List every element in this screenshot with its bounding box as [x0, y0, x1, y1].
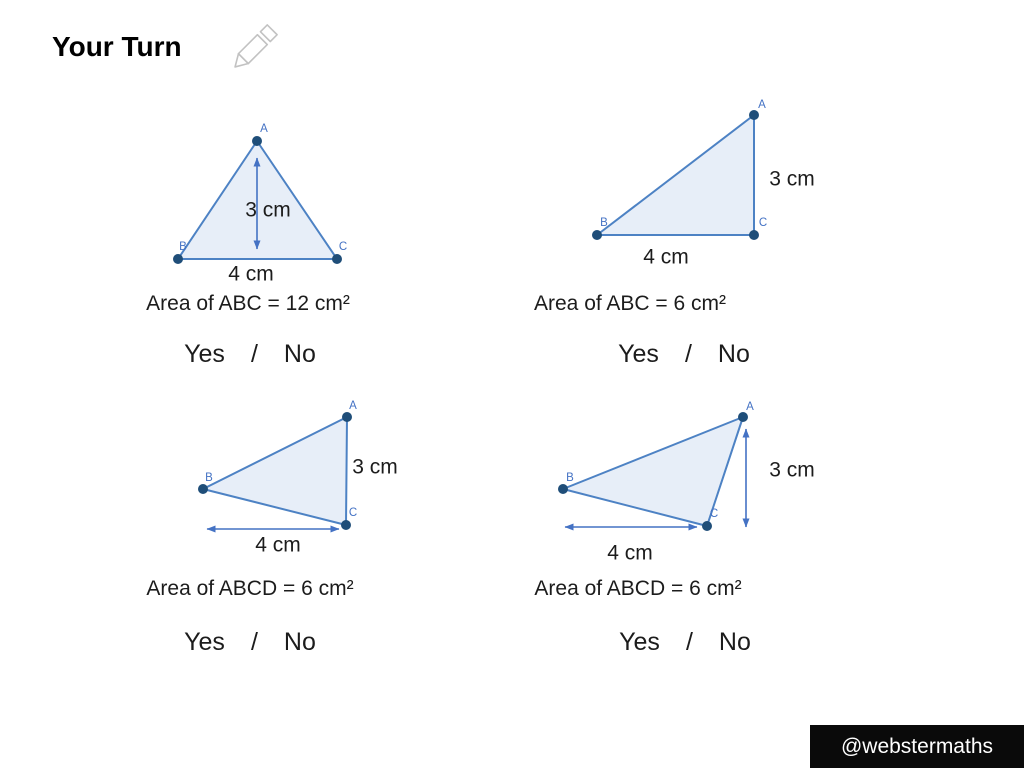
answer-row: Yes / No: [564, 340, 804, 369]
dimension-label: 3 cm: [245, 198, 291, 222]
vertex-dot-B: [592, 230, 602, 240]
answer-row: Yes / No: [130, 628, 370, 657]
yes-option[interactable]: Yes: [618, 340, 659, 368]
yes-option[interactable]: Yes: [184, 340, 225, 368]
answer-row: Yes / No: [130, 340, 370, 369]
vertex-dot-C: [341, 520, 351, 530]
triangle-bottom-left: A B C: [198, 400, 357, 533]
dimension-label: 4 cm: [228, 262, 274, 286]
answer-slash: /: [685, 628, 693, 656]
vertex-dot-B: [558, 484, 568, 494]
vertex-label-B: B: [566, 472, 574, 484]
pencil-body: [237, 33, 269, 65]
page-title: Your Turn: [52, 31, 182, 62]
vertex-dot-A: [738, 412, 748, 422]
triangle-shape: [562, 416, 744, 527]
area-statement: Area of ABC = 6 cm²: [534, 292, 726, 315]
no-option[interactable]: No: [283, 628, 316, 656]
dimension-label: 4 cm: [643, 245, 689, 269]
triangle-top-left: A B C: [173, 123, 347, 264]
vertex-label-A: A: [260, 123, 268, 135]
vertex-label-C: C: [710, 508, 718, 520]
area-statement: Area of ABC = 12 cm²: [146, 292, 350, 315]
vertex-dot-C: [702, 521, 712, 531]
no-option[interactable]: No: [283, 340, 316, 368]
vertex-label-B: B: [205, 472, 213, 484]
triangle-shape: [202, 416, 348, 526]
dimension-label: 3 cm: [769, 458, 815, 482]
dimension-label: 3 cm: [352, 455, 398, 479]
triangle-bottom-right: A B C: [558, 401, 754, 531]
watermark-handle: @webstermaths: [810, 725, 1024, 768]
answer-slash: /: [250, 340, 258, 368]
yes-option[interactable]: Yes: [184, 628, 225, 656]
triangle-top-right: A B C: [592, 99, 767, 240]
vertex-dot-C: [332, 254, 342, 264]
area-statement: Area of ABCD = 6 cm²: [146, 577, 354, 600]
pencil-eraser: [259, 24, 278, 43]
no-option[interactable]: No: [718, 628, 751, 656]
answer-slash: /: [684, 340, 692, 368]
dimension-label: 4 cm: [255, 533, 301, 557]
area-statement: Area of ABCD = 6 cm²: [534, 577, 742, 600]
answer-slash: /: [250, 628, 258, 656]
vertex-label-C: C: [339, 241, 347, 253]
vertex-dot-B: [173, 254, 183, 264]
vertex-label-C: C: [349, 507, 357, 519]
answer-row: Yes / No: [565, 628, 805, 657]
pencil-icon: [234, 24, 278, 68]
dimension-label: 3 cm: [769, 167, 815, 191]
vertex-dot-A: [749, 110, 759, 120]
dimension-label: 4 cm: [607, 541, 653, 565]
vertex-label-A: A: [349, 400, 357, 412]
vertex-dot-B: [198, 484, 208, 494]
vertex-label-A: A: [746, 401, 754, 413]
vertex-label-B: B: [600, 217, 608, 229]
vertex-dot-C: [749, 230, 759, 240]
vertex-label-C: C: [759, 217, 767, 229]
vertex-label-B: B: [179, 241, 187, 253]
no-option[interactable]: No: [717, 340, 750, 368]
vertex-dot-A: [342, 412, 352, 422]
vertex-label-A: A: [758, 99, 766, 111]
vertex-dot-A: [252, 136, 262, 146]
triangle-shape: [596, 114, 755, 236]
yes-option[interactable]: Yes: [619, 628, 660, 656]
